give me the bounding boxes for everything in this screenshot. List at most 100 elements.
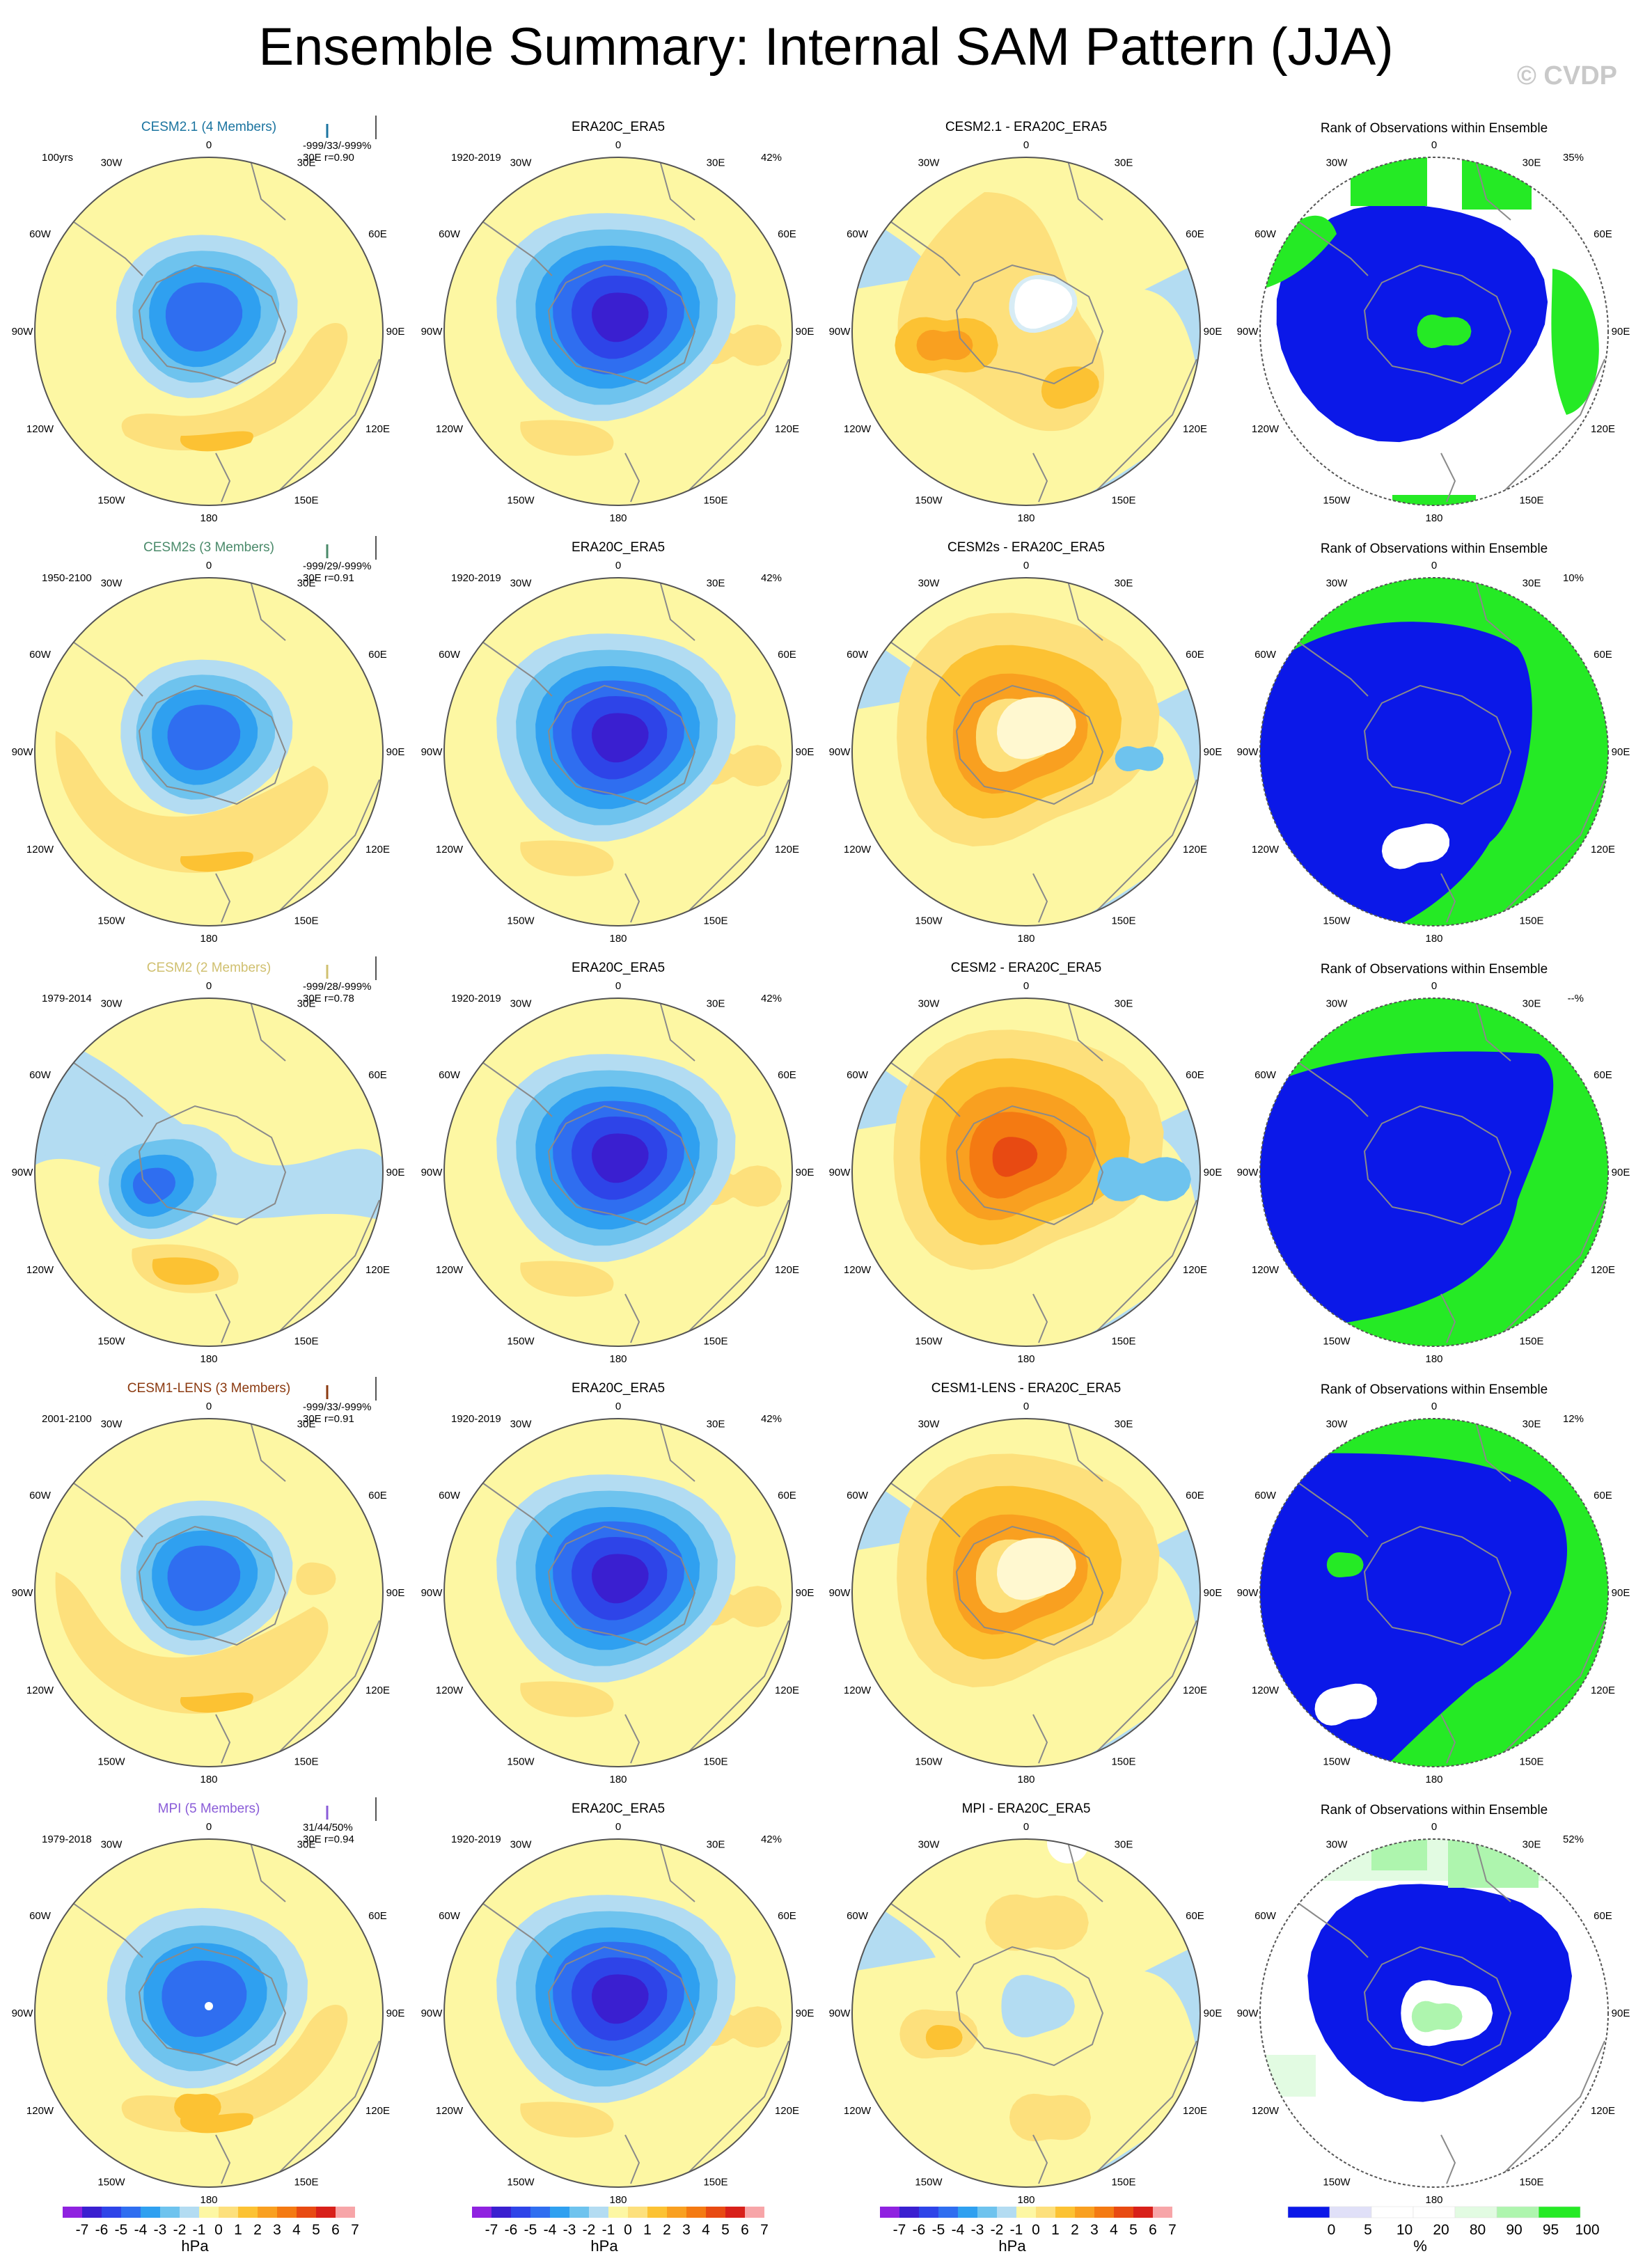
colorbar-tick-label: -7 [76,2222,89,2238]
longitude-label: 150W [97,494,125,506]
africa-coastline [659,581,695,641]
longitude-label: 0 [615,139,621,151]
longitude-label: 180 [1017,933,1035,945]
longitude-label: 30E [1523,157,1541,169]
colorbar-swatch [550,2207,569,2218]
longitude-label: 60W [439,1910,461,1922]
longitude-label: 30W [918,1419,941,1430]
rank-title: Rank of Observations within Ensemble [1321,962,1548,977]
new-zealand-coastline [1032,2134,1048,2184]
colorbar-swatch [238,2207,258,2218]
longitude-label: 60E [1186,1490,1204,1501]
longitude-label: 0 [206,980,212,992]
map-border [851,577,1201,927]
antarctica-coastline [138,264,287,385]
map-field [852,157,1200,505]
map-field [852,998,1200,1346]
longitude-label: 30W [918,998,941,1010]
longitude-label: 120E [1183,1264,1207,1276]
longitude-label: 60E [1594,228,1612,240]
longitude-label: 150E [703,915,727,927]
longitude-label: 30E [1115,1419,1133,1430]
longitude-label: 90E [1612,326,1630,338]
diff-title: CESM2.1 - ERA20C_ERA5 [945,120,1107,134]
map-field [444,1419,792,1767]
longitude-label: 90E [1612,1167,1630,1178]
above-region [1260,1839,1608,1881]
longitude-label: 150W [915,494,943,506]
positive-arc [55,731,329,873]
colorbar-tick-label: -6 [913,2222,926,2238]
longitude-label: 0 [206,1821,212,1833]
map-field [444,1839,792,2187]
positive-arc [121,322,348,451]
africa-coastline [659,160,695,221]
longitude-label: 150W [97,1756,125,1767]
antarctica-coastline [547,1946,696,2067]
above-region [1326,1552,1364,1577]
negative-region [1115,746,1164,771]
colorbar-tick-label: 20 [1433,2222,1449,2238]
new-zealand-coastline [215,1714,231,1764]
map-field [35,998,383,1346]
longitude-label: 0 [615,1821,621,1833]
new-zealand-coastline [624,873,640,923]
longitude-label: 90W [421,1167,443,1178]
rank-percent: 35% [1563,152,1584,164]
colorbar-swatch [1496,2206,1539,2218]
australia-coastline [1503,358,1605,492]
longitude-label: 30E [297,998,316,1010]
longitude-label: 150E [1519,2176,1543,2188]
positive-lobe-core [174,2093,221,2121]
longitude-label: 150E [294,1756,318,1767]
longitude-label: 60W [847,1490,869,1501]
positive-core [925,2025,963,2050]
masked-antarctica [1014,279,1073,329]
longitude-label: 0 [1023,139,1029,151]
figure-title: Ensemble Summary: Internal SAM Pattern (… [258,17,1394,77]
obs-title: ERA20C_ERA5 [572,1801,665,1816]
australia-coastline [1095,779,1197,913]
obs-title: ERA20C_ERA5 [572,540,665,555]
colorbar-tick-label: 2 [253,2222,262,2238]
below-region [1276,203,1548,443]
colorbar-swatch [569,2207,589,2218]
model-correlation: 30E r=0.91 [303,572,354,584]
australia-coastline [1503,2040,1605,2174]
longitude-label: 180 [1425,512,1442,524]
antarctica-coastline [955,1105,1104,1226]
antarctica-coastline [1363,684,1512,805]
obs-percent: 42% [761,152,782,164]
longitude-label: 0 [1431,1821,1437,1833]
colorbar-swatch [1016,2207,1036,2218]
antarctic-negative [1001,1975,1075,2037]
new-zealand-coastline [215,1293,231,1343]
longitude-label: 150E [703,2176,727,2188]
longitude-label: 180 [1017,2194,1035,2206]
longitude-label: 180 [1017,1353,1035,1365]
new-zealand-coastline [1032,873,1048,923]
colorbar-swatch [219,2207,238,2218]
longitude-label: 180 [1425,1353,1442,1365]
longitude-label: 60W [847,228,869,240]
longitude-label: 150E [294,494,318,506]
map-border [34,998,384,1347]
colorbar-swatch [1287,2206,1330,2218]
longitude-label: 120W [436,1264,464,1276]
longitude-label: 90W [1237,2008,1259,2019]
longitude-label: 150W [1323,494,1351,506]
longitude-label: 180 [200,512,217,524]
new-zealand-coastline [624,2134,640,2184]
longitude-label: 120W [1252,1685,1280,1696]
colorbar-swatch [997,2207,1016,2218]
longitude-label: 90W [829,1167,851,1178]
longitude-label: 60E [368,1490,387,1501]
longitude-label: 60W [1254,1069,1277,1081]
antarctica-coastline [955,264,1104,385]
longitude-label: 60E [1594,1910,1612,1922]
map-border [443,1838,793,2188]
australia-coastline [1095,1620,1197,1753]
colorbar-swatch [1454,2206,1497,2218]
new-zealand-coastline [215,2134,231,2184]
map-field [35,157,383,505]
